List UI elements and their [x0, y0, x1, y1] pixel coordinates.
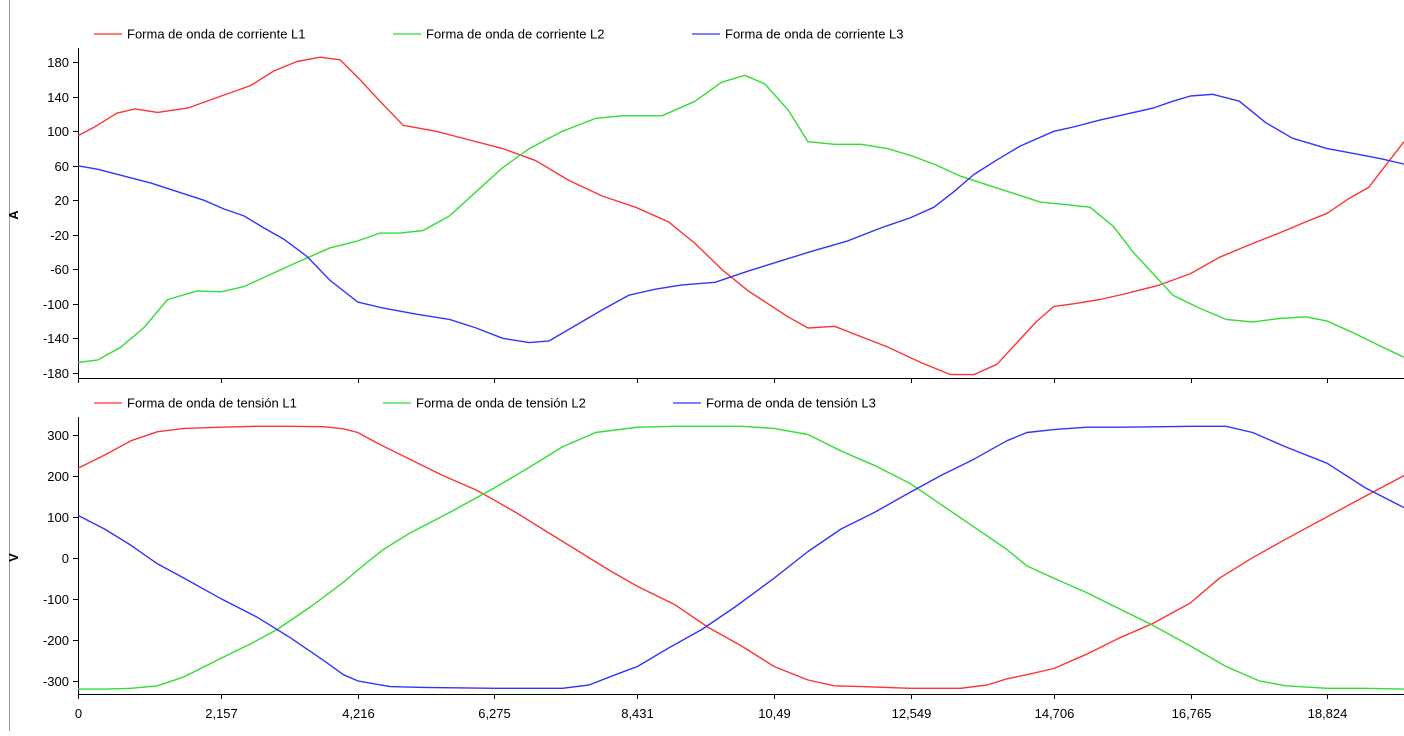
y-axis-label-current: A [6, 210, 21, 220]
series-line-current-3 [77, 93, 1404, 344]
y-tick-label-current: 20 [55, 193, 69, 208]
y-tick-label-voltage: 200 [47, 469, 69, 484]
legend-label-current-2: Forma de onda de corriente L2 [426, 27, 605, 42]
y-tick-label-voltage: 100 [47, 510, 69, 525]
chart-panel-current: Forma de onda de corriente L1 Forma de on… [6, 27, 1404, 383]
y-tick-label-voltage: -100 [43, 592, 69, 607]
x-tick-label-voltage: 6,275 [478, 706, 511, 721]
x-tick-label-voltage: 4,216 [342, 706, 375, 721]
series-line-current-1 [77, 56, 1404, 376]
y-tick-label-voltage: -200 [43, 633, 69, 648]
y-tick-label-current: -180 [43, 366, 69, 381]
y-tick-label-current: -140 [43, 331, 69, 346]
x-tick-label-voltage: 14,706 [1035, 706, 1075, 721]
legend-label-voltage-3: Forma de onda de tensión L3 [706, 396, 876, 411]
legend-label-voltage-1: Forma de onda de tensión L1 [127, 396, 297, 411]
chart-panel-voltage: Forma de onda de tensión L1 Forma de onda… [6, 396, 1404, 721]
y-tick-label-current: -20 [50, 228, 69, 243]
x-tick-label-voltage: 16,765 [1172, 706, 1212, 721]
legend-label-current-3: Forma de onda de corriente L3 [725, 27, 904, 42]
x-tick-label-voltage: 8,431 [621, 706, 654, 721]
y-tick-label-current: -60 [50, 262, 69, 277]
x-tick-label-voltage: 10,49 [758, 706, 791, 721]
series-line-current-2 [77, 74, 1404, 364]
legend-label-voltage-2: Forma de onda de tensión L2 [416, 396, 586, 411]
y-tick-label-voltage: 0 [62, 551, 69, 566]
legend-label-current-1: Forma de onda de corriente L1 [127, 27, 306, 42]
y-tick-label-current: 60 [55, 159, 69, 174]
series-line-voltage-1 [77, 425, 1404, 689]
y-tick-label-current: 100 [47, 124, 69, 139]
series-line-voltage-3 [77, 425, 1404, 689]
x-tick-label-voltage: 0 [75, 706, 82, 721]
y-axis-label-voltage: V [6, 553, 21, 562]
x-tick-label-voltage: 12,549 [892, 706, 932, 721]
y-tick-label-current: 180 [47, 55, 69, 70]
y-tick-label-current: 140 [47, 90, 69, 105]
y-tick-label-voltage: -300 [43, 674, 69, 689]
y-tick-label-current: -100 [43, 297, 69, 312]
x-tick-label-voltage: 18,824 [1308, 706, 1348, 721]
x-tick-label-voltage: 2,157 [205, 706, 238, 721]
y-tick-label-voltage: 300 [47, 428, 69, 443]
series-line-voltage-2 [78, 425, 1404, 690]
